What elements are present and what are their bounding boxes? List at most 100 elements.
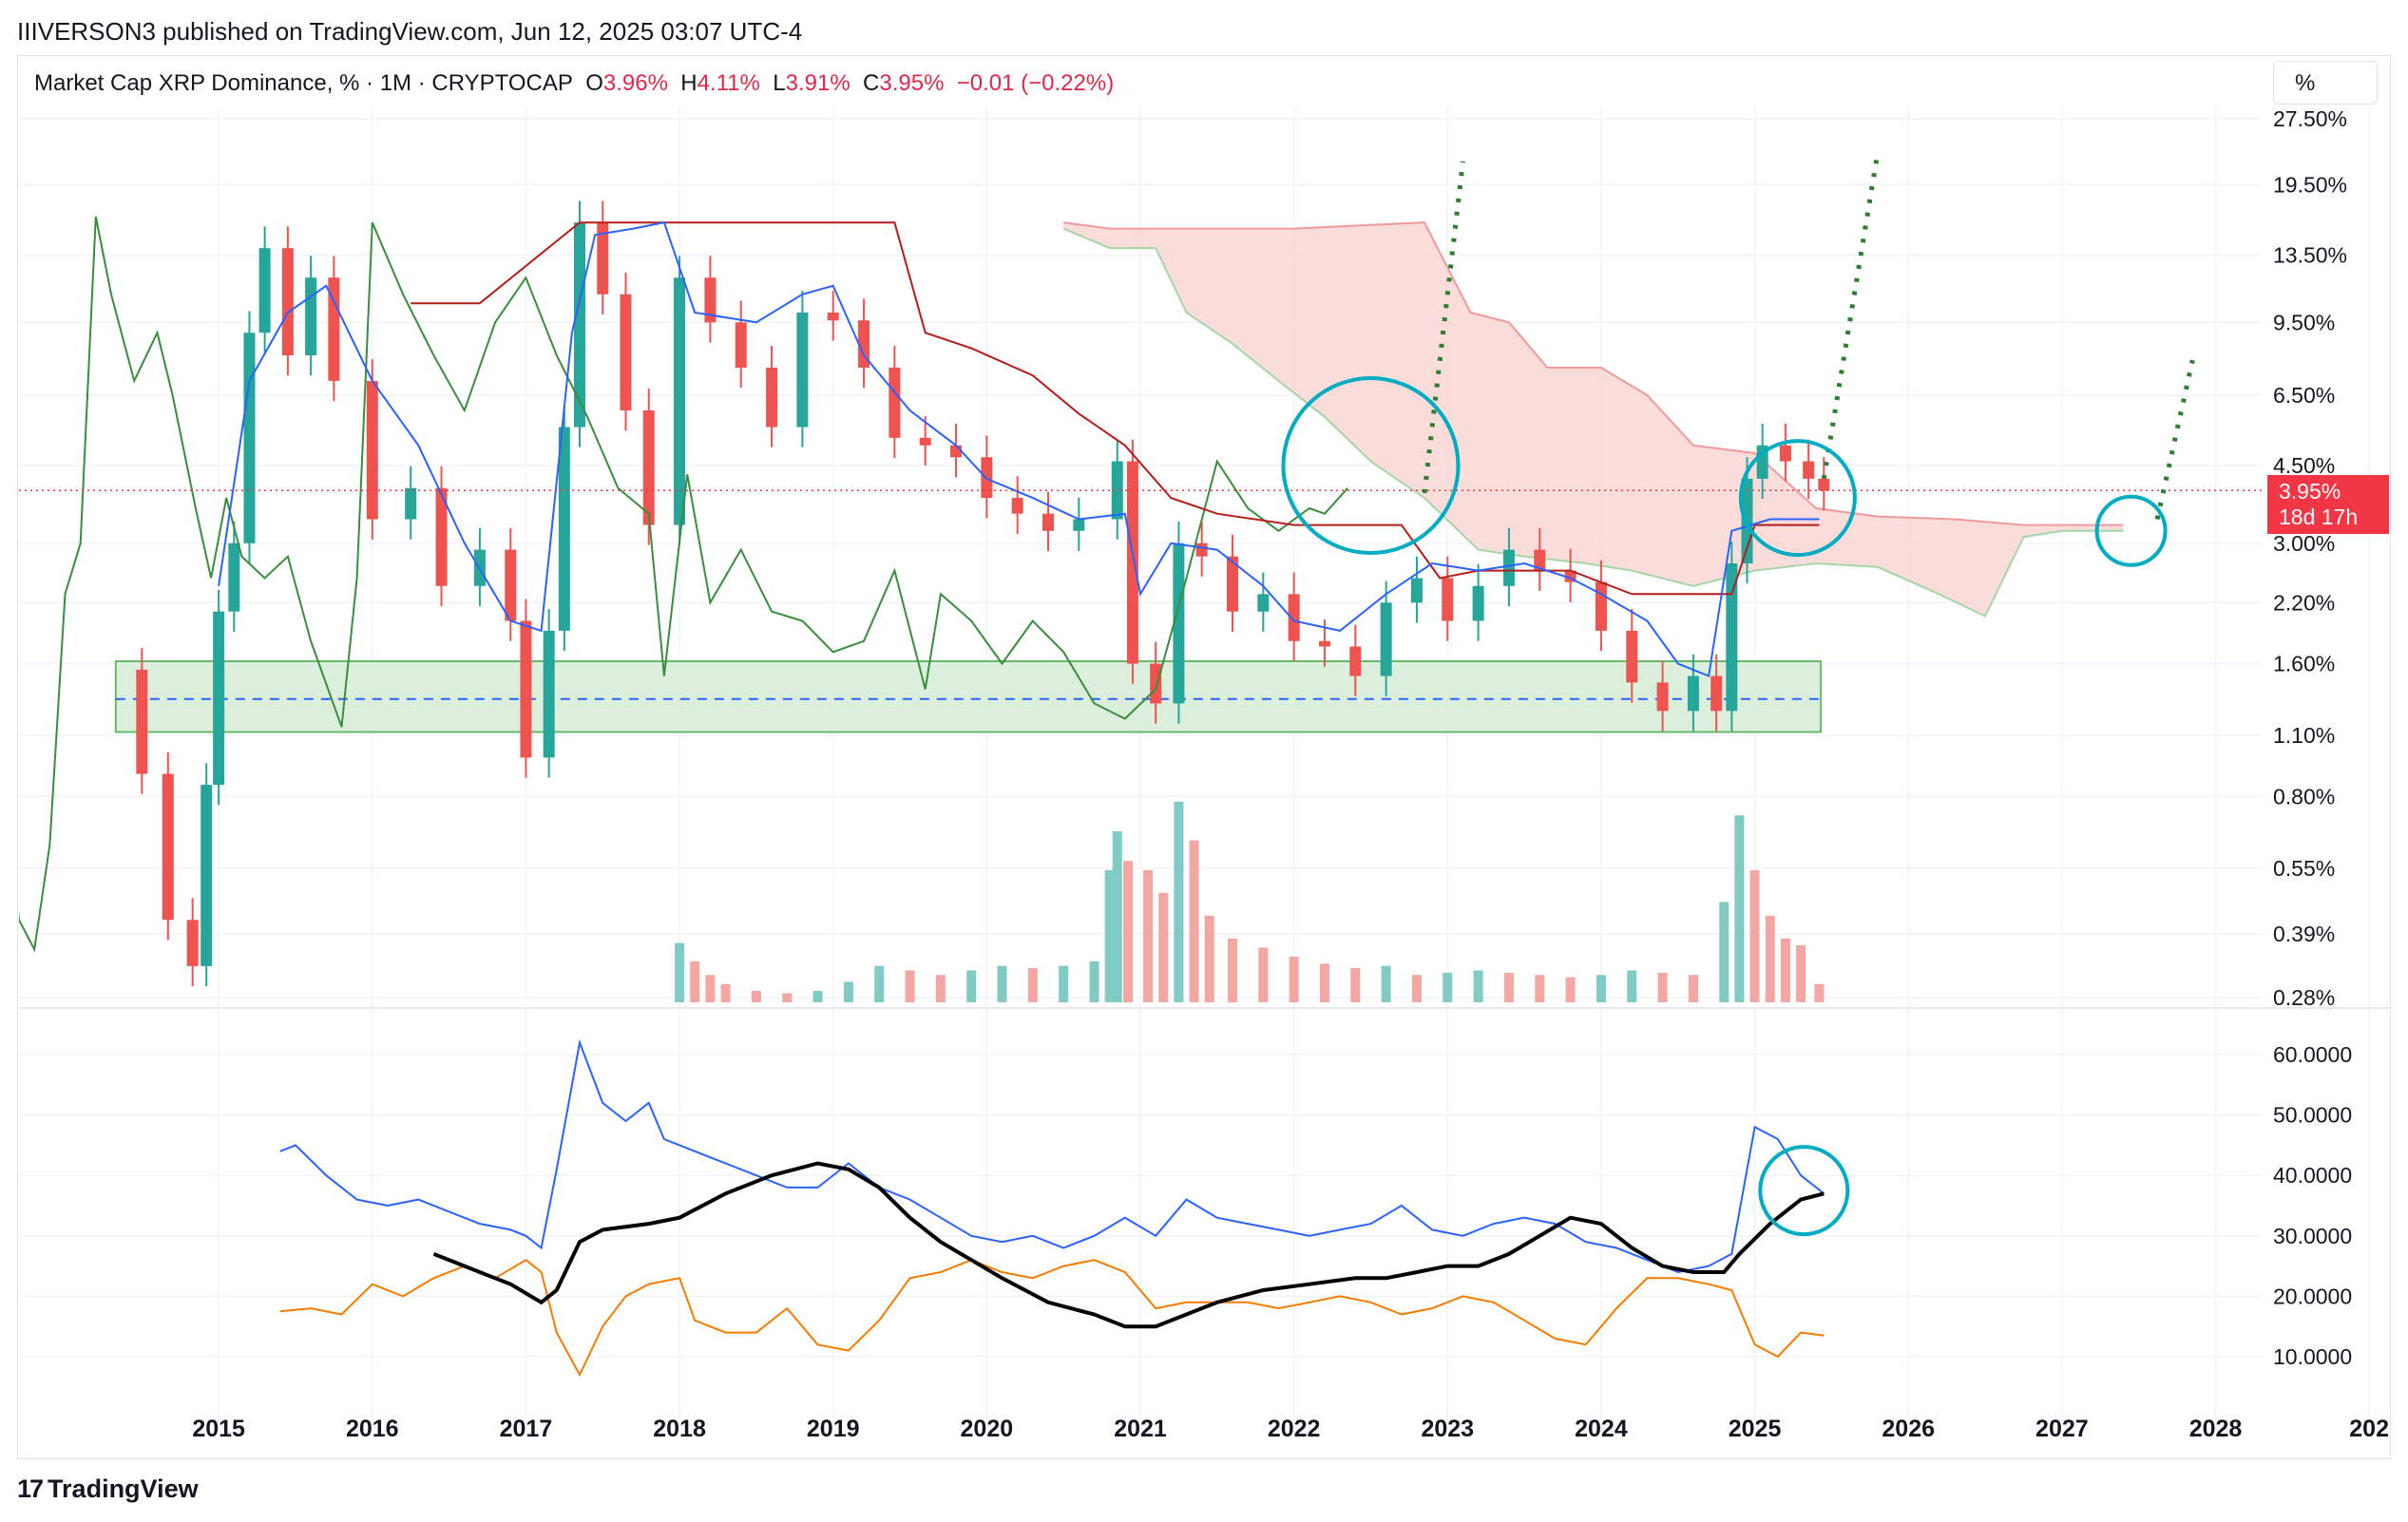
volume-bar [1189, 840, 1199, 1002]
volume-bar [812, 991, 823, 1002]
oscillator-tick-label: 10.0000 [2273, 1344, 2352, 1369]
time-tick-label: 2018 [653, 1416, 706, 1442]
candle-body [366, 380, 378, 520]
symbol-name[interactable]: Market Cap XRP Dominance, % · 1M · CRYPT… [34, 70, 573, 96]
volume-bar [1719, 902, 1730, 1002]
candle-body [704, 277, 717, 323]
open-label: O [585, 70, 603, 96]
oscillator-pane [279, 1038, 1850, 1378]
candle-body [328, 277, 340, 381]
candle-body [162, 773, 174, 921]
oscillator-axis[interactable]: 60.0000 50.0000 40.0000 30.0000 20.0000 10.00… [2273, 1042, 2352, 1369]
candle-body [435, 487, 448, 586]
candle-body [258, 248, 271, 333]
chikou-span-line [19, 216, 1348, 953]
projection-dotted-line [1422, 161, 1465, 494]
time-axis[interactable]: 2015 2016 2017 2018 2019 2020 2021 2022 2023 2024… [192, 1416, 2389, 1442]
highlight-circle [1738, 439, 1857, 558]
brand-name: TradingView [48, 1474, 199, 1503]
oscillator-line [279, 1038, 1825, 1274]
tradingview-logo-icon: 17 [17, 1474, 44, 1503]
time-tick-label: 2025 [1729, 1416, 1782, 1442]
support-zone [114, 660, 1823, 733]
candle-body [1803, 461, 1815, 479]
last-price-tag: 3.95% 18d 17h [2267, 475, 2389, 534]
open-value: 3.96% [602, 70, 668, 96]
candle-body [543, 630, 555, 758]
low-label: L [773, 70, 786, 96]
candle-body [1257, 594, 1270, 612]
chart-frame [17, 55, 2391, 1459]
volume-bar [1227, 938, 1237, 1002]
price-tick-label: 4.50% [2273, 453, 2335, 478]
volume-bar [1174, 801, 1184, 1002]
last-price: 3.95% [2279, 479, 2341, 504]
candle-body [1710, 675, 1723, 712]
candle-body [1472, 585, 1484, 621]
close-value: 3.95% [879, 70, 945, 96]
candle-body [1288, 594, 1300, 641]
candle-body [1318, 640, 1330, 647]
volume-bar [1411, 975, 1422, 1002]
percent-scale-button[interactable]: % [2273, 61, 2378, 105]
candle-body [305, 277, 317, 355]
candle-body [1595, 581, 1607, 631]
price-tick-label: 3.00% [2273, 531, 2335, 556]
volume-bar [1258, 947, 1269, 1002]
candle-body [558, 427, 570, 631]
volume-bar [1289, 957, 1299, 1002]
volume-bar [1796, 945, 1806, 1002]
volume-bar [966, 970, 977, 1002]
price-pane [19, 152, 2262, 1002]
candle-body [950, 445, 963, 458]
price-tick-label: 0.39% [2273, 922, 2335, 946]
tenkan-sen-line [218, 221, 1820, 677]
candle-body [186, 920, 199, 966]
candle-body [1349, 646, 1362, 676]
projection-dotted-line [2154, 359, 2195, 521]
volume-bar [905, 970, 915, 1002]
volume-bar [1473, 970, 1483, 1002]
symbol-legend: Market Cap XRP Dominance, % · 1M · CRYPT… [34, 70, 1114, 97]
volume-bar [1535, 975, 1545, 1002]
projection-dotted-line [1821, 152, 1881, 480]
oscillator-tick-label: 30.0000 [2273, 1224, 2352, 1248]
time-tick-label: 2017 [500, 1416, 553, 1442]
time-tick-label: 2027 [2035, 1416, 2089, 1442]
volume-bar [675, 942, 685, 1002]
candle-body [1173, 542, 1185, 704]
candle-body [201, 785, 213, 966]
volume-bar [1503, 972, 1514, 1002]
time-tick-label: 2019 [807, 1416, 860, 1442]
tradingview-brand[interactable]: 17 TradingView [17, 1474, 199, 1504]
highlight-circle [1758, 1145, 1850, 1237]
candle-body [1073, 519, 1085, 531]
candle-body [1150, 663, 1162, 704]
candle-body [766, 368, 778, 428]
volume-bar [751, 991, 761, 1002]
price-tick-label: 0.55% [2273, 856, 2335, 881]
candle-body [228, 542, 240, 612]
change-value: −0.01 (−0.22%) [956, 70, 1115, 96]
price-tick-label: 1.10% [2273, 723, 2335, 748]
price-tick-label: 0.80% [2273, 784, 2335, 809]
volume-bar [1657, 972, 1668, 1002]
candle-body [597, 222, 609, 295]
price-tick-label: 27.50% [2273, 106, 2347, 131]
volume-bar [1104, 869, 1115, 1002]
oscillator-tick-label: 20.0000 [2273, 1284, 2352, 1308]
candle-body [1442, 578, 1454, 621]
candle-body [1226, 556, 1238, 612]
volume-bar [705, 975, 716, 1002]
volume-bar [1565, 977, 1576, 1002]
volume-bar [720, 983, 731, 1002]
candle-body [520, 620, 532, 758]
price-axis[interactable]: 27.50% 19.50% 13.50% 9.50% 6.50% 4.50% 3.00% 2.… [2273, 106, 2347, 1010]
volume-bar [1381, 965, 1391, 1002]
candle-body [620, 294, 632, 410]
candle-body [281, 248, 294, 355]
candle-body [642, 409, 655, 525]
price-tick-label: 19.50% [2273, 172, 2347, 197]
volume-bar [1688, 975, 1698, 1002]
